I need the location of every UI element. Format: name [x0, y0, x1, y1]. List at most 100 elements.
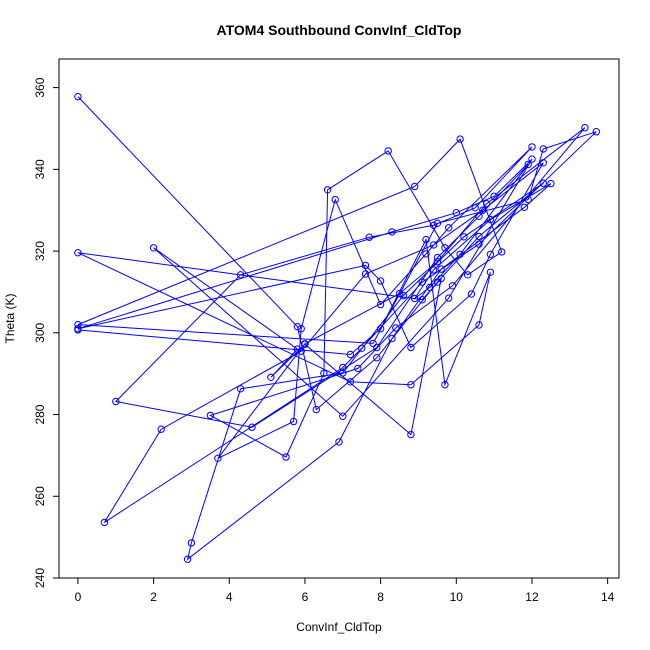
- data-point: [433, 258, 442, 266]
- data-point: [411, 294, 419, 303]
- y-tick-label: 340: [33, 159, 47, 179]
- data-point: [320, 369, 328, 377]
- x-tick-label: 12: [525, 590, 539, 604]
- series-layer: [77, 96, 597, 561]
- data-point: [422, 250, 430, 258]
- points-layer: [74, 92, 600, 563]
- y-tick-label: 260: [33, 486, 47, 506]
- data-point: [339, 369, 347, 377]
- data-point: [346, 350, 355, 359]
- x-tick-label: 14: [601, 590, 615, 604]
- data-point: [74, 92, 82, 101]
- data-point: [373, 343, 381, 352]
- chart-title: ATOM4 Southbound ConvInf_CldTop: [217, 22, 462, 38]
- y-tick-label: 240: [33, 568, 47, 588]
- data-point: [486, 268, 495, 276]
- data-point: [236, 271, 245, 279]
- data-point: [74, 326, 82, 334]
- data-point: [293, 345, 302, 353]
- data-point: [289, 417, 298, 426]
- data-point: [392, 324, 400, 332]
- data-point: [358, 344, 366, 352]
- data-point: [528, 155, 536, 163]
- data-point: [437, 265, 445, 273]
- x-tick-label: 4: [226, 590, 233, 604]
- data-point: [365, 233, 373, 241]
- data-point: [335, 438, 343, 446]
- data-point: [524, 160, 532, 169]
- y-tick-label: 300: [33, 322, 47, 342]
- x-axis: 0 2 4 6 8 10 12 14: [75, 577, 615, 604]
- data-point: [376, 300, 385, 309]
- data-point: [214, 454, 222, 462]
- series-line: [77, 96, 597, 561]
- data-point: [312, 405, 320, 414]
- data-point: [112, 397, 120, 406]
- data-point: [429, 221, 438, 230]
- data-point: [267, 373, 275, 381]
- data-point: [157, 425, 165, 433]
- data-point: [539, 159, 547, 167]
- data-point: [411, 182, 419, 191]
- data-point: [297, 347, 305, 355]
- data-point: [441, 244, 449, 252]
- y-tick-label: 360: [33, 77, 47, 97]
- data-point: [407, 430, 415, 439]
- data-point: [475, 212, 483, 221]
- data-point: [452, 209, 460, 217]
- x-tick-label: 8: [377, 590, 384, 604]
- data-point: [475, 240, 483, 248]
- data-point: [479, 206, 487, 214]
- data-point: [407, 343, 415, 352]
- data-point: [236, 385, 245, 393]
- data-point: [331, 195, 339, 204]
- data-point: [339, 412, 347, 420]
- data-point: [445, 294, 453, 302]
- data-point: [592, 128, 600, 136]
- data-point: [433, 219, 442, 228]
- data-point: [528, 143, 536, 151]
- data-point: [376, 277, 385, 285]
- data-point: [520, 203, 529, 212]
- data-point: [399, 291, 407, 300]
- data-point: [539, 145, 547, 153]
- data-point: [248, 423, 256, 431]
- data-point: [460, 233, 468, 241]
- y-axis: 240 260 280 300 320 340 360: [33, 77, 60, 588]
- data-point: [437, 274, 445, 283]
- data-point: [301, 340, 309, 348]
- data-point: [346, 378, 355, 386]
- data-point: [429, 241, 438, 249]
- data-point: [418, 296, 426, 304]
- data-point: [74, 249, 82, 257]
- data-point: [475, 232, 483, 241]
- y-tick-label: 280: [33, 404, 47, 424]
- x-tick-label: 6: [302, 590, 309, 604]
- data-point: [361, 270, 370, 278]
- data-point: [581, 124, 589, 132]
- data-point: [297, 325, 305, 333]
- y-axis-label: Theta (K): [3, 293, 17, 343]
- data-point: [376, 325, 385, 333]
- data-point: [426, 283, 434, 292]
- x-tick-label: 2: [150, 590, 157, 604]
- data-point: [293, 323, 302, 331]
- data-point: [339, 363, 347, 372]
- data-point: [456, 250, 464, 259]
- data-point: [448, 282, 457, 290]
- data-point: [100, 518, 109, 527]
- data-point: [149, 244, 158, 252]
- data-point: [388, 334, 396, 343]
- data-point: [323, 186, 332, 194]
- data-point: [422, 235, 430, 244]
- data-point: [361, 261, 370, 270]
- data-point: [395, 289, 404, 298]
- data-point: [486, 250, 495, 259]
- data-point: [441, 381, 449, 389]
- data-point: [547, 179, 555, 188]
- x-tick-label: 10: [450, 590, 464, 604]
- data-point: [471, 204, 479, 212]
- data-point: [433, 253, 442, 262]
- data-point: [490, 192, 498, 201]
